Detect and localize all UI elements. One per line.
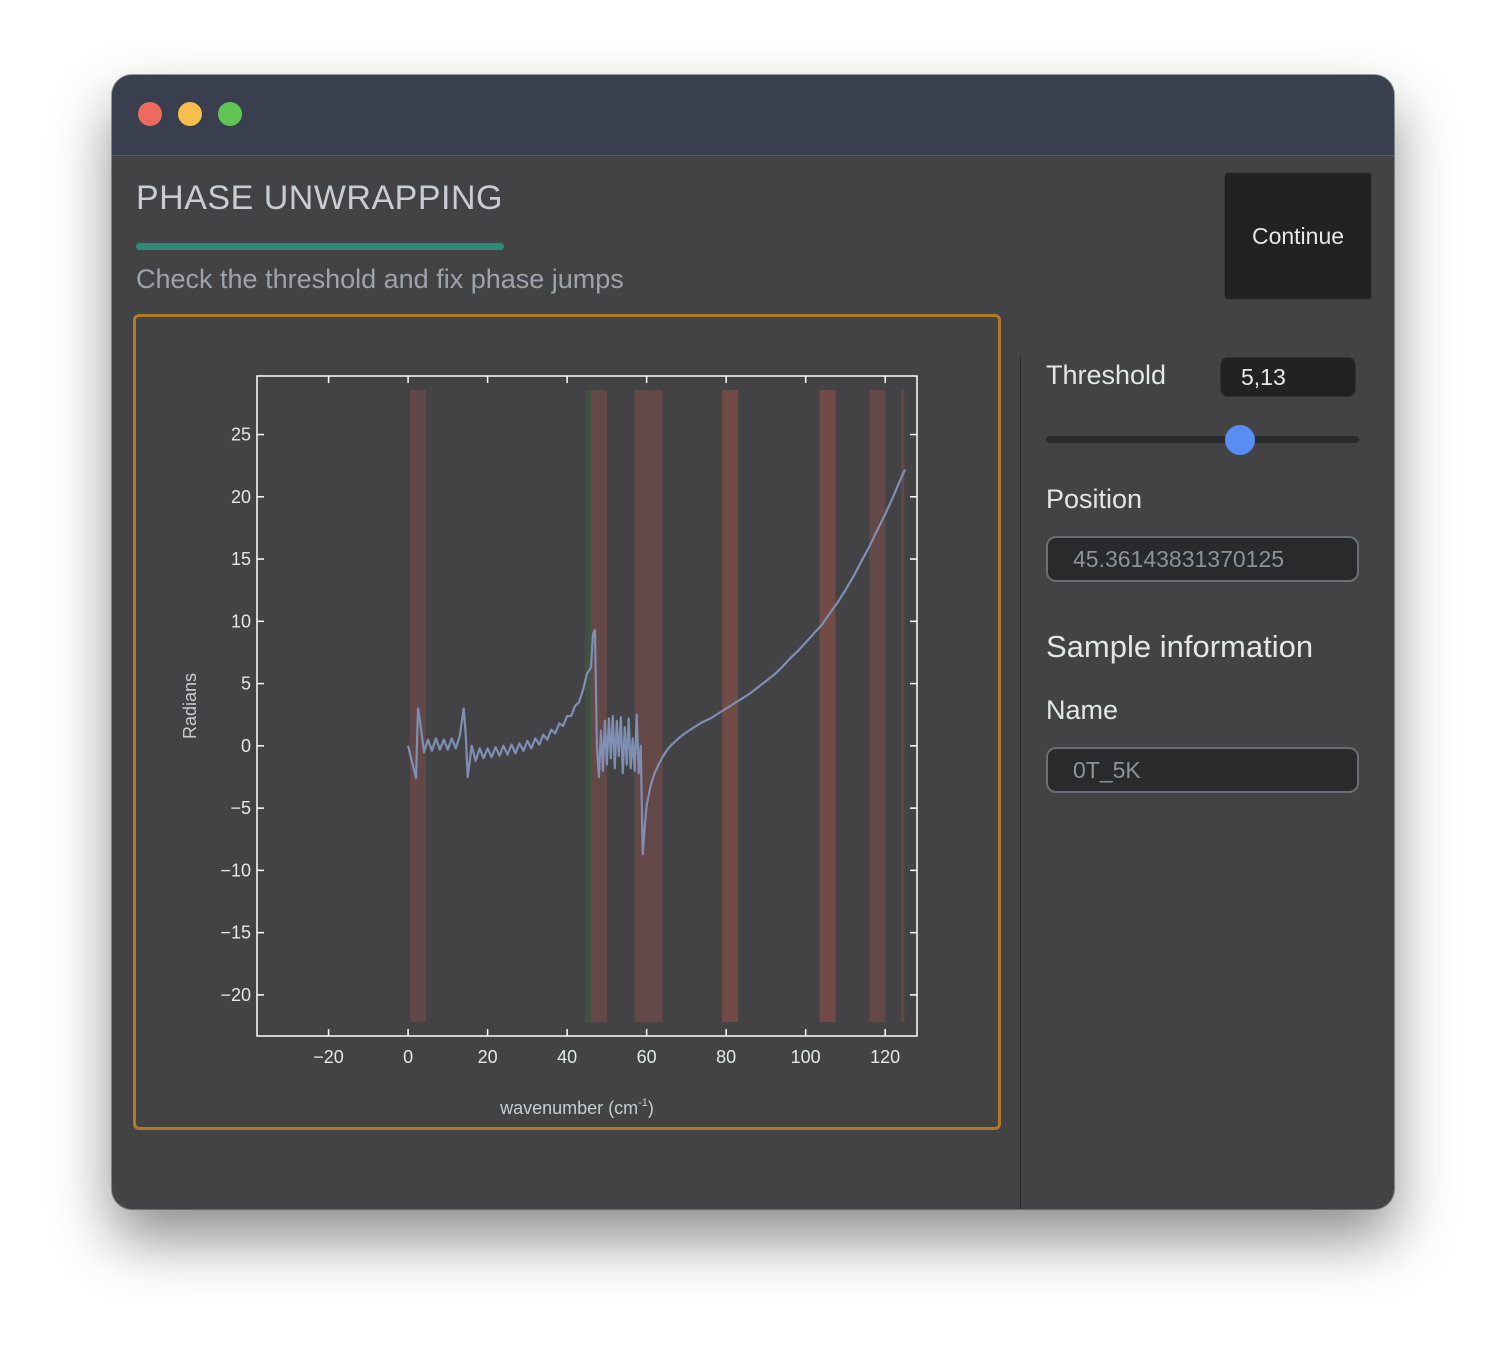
y-tick-label: −15 [220, 923, 251, 943]
plot-area-frame [256, 375, 918, 1037]
y-axis-label: Radians [180, 673, 200, 739]
position-field[interactable]: 45.36143831370125 [1046, 536, 1359, 582]
x-axis-label-suffix: ) [648, 1098, 654, 1118]
x-tick-label: 0 [403, 1047, 413, 1067]
y-tick-label: −10 [220, 860, 251, 880]
title-bar [112, 75, 1394, 156]
chart-panel[interactable]: −20 0 20 40 60 80 100 120 −20 −15 −10 −5 0 5 10 15 20 25 … [133, 314, 1001, 1130]
x-axis-label-main: wavenumber (cm [499, 1098, 638, 1118]
highlight-band [634, 390, 649, 1022]
y-tick-label: 0 [241, 736, 251, 756]
x-tick-label: 80 [716, 1047, 736, 1067]
x-axis-label: wavenumber (cm-1) [499, 1097, 654, 1118]
y-tick-label: 20 [231, 487, 251, 507]
threshold-label: Threshold [1046, 360, 1167, 390]
minimize-window-button[interactable] [178, 102, 202, 126]
y-tick-label: 15 [231, 549, 251, 569]
position-label: Position [1046, 484, 1143, 514]
threshold-input[interactable]: 5,13 [1220, 357, 1356, 397]
x-tick-label: 40 [557, 1047, 577, 1067]
y-tick-label: 25 [231, 425, 251, 445]
highlight-band [410, 390, 426, 1022]
y-tick-label: −5 [230, 798, 251, 818]
highlight-band [901, 390, 905, 1022]
x-tick-label: −20 [313, 1047, 344, 1067]
title-accent-bar [136, 243, 504, 250]
page-subtitle: Check the threshold and fix phase jumps [136, 264, 624, 294]
y-tick-label: 5 [241, 674, 251, 694]
highlight-band [590, 390, 607, 1022]
x-tick-label: 120 [870, 1047, 900, 1067]
zoom-window-button[interactable] [218, 102, 242, 126]
x-tick-label: 100 [791, 1047, 821, 1067]
threshold-slider[interactable] [1046, 436, 1359, 443]
x-axis-label-superscript: -1 [638, 1097, 648, 1109]
highlight-band [648, 390, 663, 1022]
app-window: PHASE UNWRAPPING Check the threshold and… [112, 75, 1394, 1209]
continue-button[interactable]: Continue [1224, 172, 1372, 300]
page-title: PHASE UNWRAPPING [136, 179, 503, 217]
close-window-button[interactable] [138, 102, 162, 126]
sidebar-divider [1020, 356, 1021, 1209]
highlight-band [585, 390, 591, 1022]
name-label: Name [1046, 695, 1119, 725]
name-field[interactable]: 0T_5K [1046, 747, 1359, 793]
x-tick-label: 20 [478, 1047, 498, 1067]
x-tick-label: 60 [637, 1047, 657, 1067]
highlight-band [819, 390, 836, 1022]
y-tick-label: −20 [220, 985, 251, 1005]
sample-information-heading: Sample information [1046, 629, 1314, 664]
phase-series-line [407, 468, 907, 856]
phase-chart[interactable]: −20 0 20 40 60 80 100 120−20−15−10−50510152025 … [136, 317, 998, 1127]
highlight-band [869, 390, 886, 1022]
threshold-slider-thumb[interactable] [1225, 425, 1256, 455]
y-tick-label: 10 [231, 611, 251, 631]
